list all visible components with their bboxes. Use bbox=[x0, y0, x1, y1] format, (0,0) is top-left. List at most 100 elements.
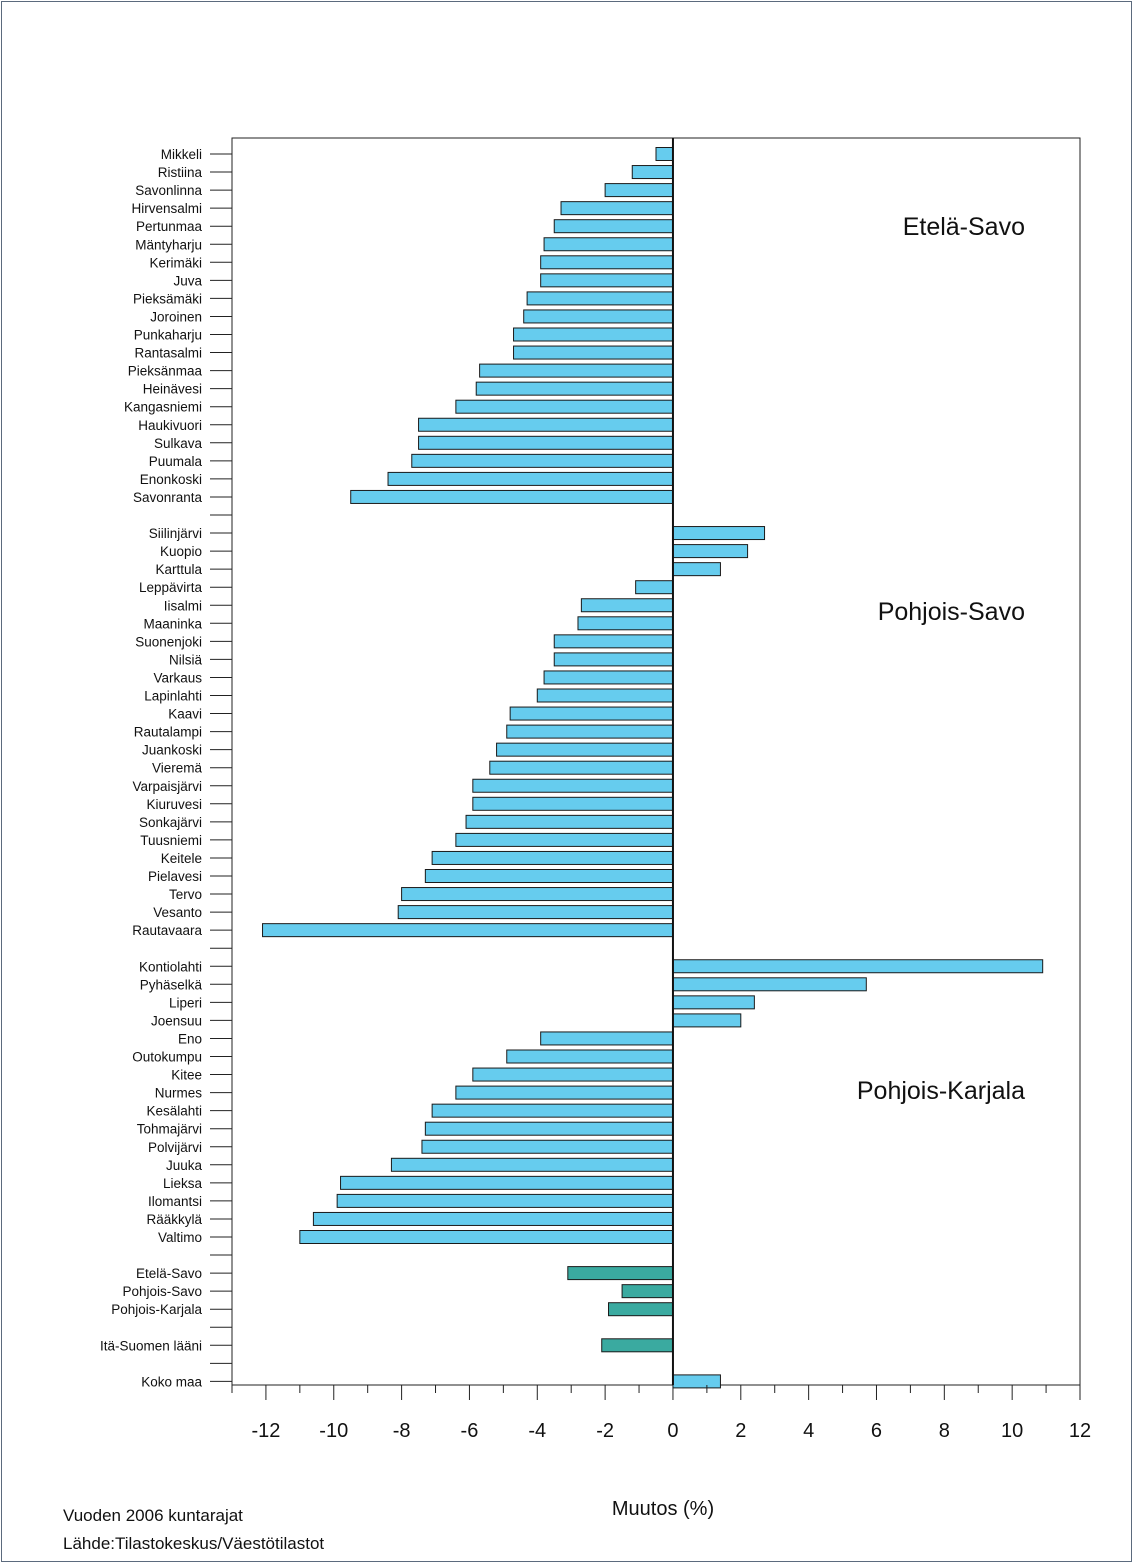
bar bbox=[387, 471, 674, 486]
bar bbox=[509, 706, 674, 721]
bar bbox=[421, 1139, 674, 1154]
category-label: Varkaus bbox=[153, 670, 202, 685]
category-label: Lieksa bbox=[163, 1176, 203, 1191]
bar bbox=[672, 977, 867, 992]
source-note: Lähde:Tilastokeskus/Väestötilastot bbox=[63, 1534, 324, 1553]
x-axis-ticks: -12 -10 -8 -6 -4 -2 0 2 4 6 8 10 12 bbox=[231, 1385, 1091, 1442]
x-tick-label: -6 bbox=[461, 1420, 479, 1442]
region-labels: Etelä-Savo Pohjois-Savo Pohjois-Karjala bbox=[857, 213, 1025, 1105]
bar bbox=[465, 814, 674, 829]
x-tick-label: 2 bbox=[735, 1420, 746, 1442]
category-label: Vieremä bbox=[152, 761, 203, 776]
region-label: Pohjois-Karjala bbox=[857, 1077, 1025, 1105]
category-label: Eno bbox=[178, 1031, 202, 1046]
bar bbox=[560, 201, 674, 216]
bar bbox=[336, 1193, 674, 1208]
category-label: Kaavi bbox=[168, 707, 202, 722]
category-label: Punkaharju bbox=[134, 328, 202, 343]
bar bbox=[299, 1230, 674, 1244]
x-axis-label: Muutos (%) bbox=[612, 1498, 714, 1520]
bar bbox=[672, 544, 749, 559]
category-label: Koko maa bbox=[141, 1374, 202, 1389]
bar bbox=[424, 869, 674, 883]
category-label: Leppävirta bbox=[139, 580, 203, 595]
bar bbox=[479, 363, 674, 378]
category-label: Tohmajärvi bbox=[137, 1122, 202, 1137]
category-label: Kitee bbox=[171, 1068, 202, 1083]
region-label: Pohjois-Savo bbox=[878, 598, 1025, 626]
plot-border bbox=[231, 137, 1081, 1386]
category-label: Pielavesi bbox=[148, 869, 202, 884]
category-label: Maaninka bbox=[143, 616, 202, 631]
footnote: Vuoden 2006 kuntarajat bbox=[63, 1506, 243, 1525]
bar bbox=[672, 1013, 742, 1028]
bar bbox=[621, 1284, 674, 1299]
category-label: Itä-Suomen lääni bbox=[100, 1338, 202, 1353]
category-label: Pieksämäki bbox=[133, 291, 202, 306]
category-label: Kuopio bbox=[160, 544, 202, 559]
bar bbox=[489, 760, 674, 775]
category-labels: Mikkeli Ristiina Savonlinna Hirvensalmi Pert… bbox=[100, 147, 232, 1389]
bar bbox=[526, 291, 674, 306]
x-tick-label: -8 bbox=[393, 1420, 411, 1442]
bar bbox=[543, 237, 674, 252]
x-tick-label: 10 bbox=[1001, 1420, 1023, 1442]
category-label: Puumala bbox=[149, 454, 203, 469]
x-tick-label: 8 bbox=[939, 1420, 950, 1442]
category-label: Etelä-Savo bbox=[136, 1266, 202, 1281]
x-tick-label: 0 bbox=[667, 1420, 678, 1442]
bar bbox=[455, 832, 674, 847]
bar bbox=[601, 1338, 674, 1353]
category-label: Polvijärvi bbox=[148, 1140, 202, 1155]
bar bbox=[631, 165, 674, 180]
category-label: Enonkoski bbox=[140, 472, 202, 487]
category-label: Joensuu bbox=[151, 1013, 202, 1028]
category-label: Karttula bbox=[155, 562, 202, 577]
bar bbox=[418, 435, 674, 450]
category-label: Pohjois-Karjala bbox=[111, 1302, 202, 1317]
bar bbox=[496, 742, 674, 757]
category-label: Savonlinna bbox=[135, 183, 202, 198]
bar bbox=[472, 1067, 674, 1082]
category-label: Kiuruvesi bbox=[146, 797, 202, 812]
bar bbox=[455, 1085, 674, 1100]
bar bbox=[604, 183, 674, 198]
x-tick-label: 4 bbox=[803, 1420, 814, 1442]
category-label: Nurmes bbox=[155, 1086, 203, 1101]
x-tick-label: -2 bbox=[596, 1420, 614, 1442]
bar bbox=[540, 255, 674, 270]
bar bbox=[411, 453, 674, 468]
bar bbox=[513, 327, 674, 342]
bar bbox=[672, 562, 721, 577]
category-label: Valtimo bbox=[158, 1230, 202, 1245]
category-label: Tuusniemi bbox=[140, 833, 202, 848]
bar bbox=[672, 1374, 721, 1389]
bar bbox=[553, 219, 674, 234]
category-label: Pyhäselkä bbox=[140, 977, 203, 992]
plot-area bbox=[231, 137, 1081, 1386]
bar bbox=[350, 489, 674, 504]
category-label: Rautalampi bbox=[134, 725, 202, 740]
category-label: Sulkava bbox=[154, 436, 203, 451]
category-label: Siilinjärvi bbox=[149, 526, 202, 541]
category-label: Kesälahti bbox=[146, 1104, 202, 1119]
category-label: Liperi bbox=[169, 995, 202, 1010]
category-label: Pieksänmaa bbox=[128, 364, 203, 379]
bar bbox=[540, 1031, 674, 1046]
bar bbox=[543, 670, 674, 685]
bar bbox=[262, 923, 674, 938]
bar bbox=[567, 1266, 674, 1281]
category-label: Kangasniemi bbox=[124, 400, 202, 415]
category-label: Pertunmaa bbox=[136, 219, 203, 234]
category-label: Vesanto bbox=[153, 905, 202, 920]
bar bbox=[340, 1175, 674, 1190]
category-label: Juankoski bbox=[142, 743, 202, 758]
bar bbox=[635, 580, 674, 595]
category-label: Juva bbox=[173, 273, 202, 288]
x-tick-label: -4 bbox=[528, 1420, 546, 1442]
bar bbox=[506, 724, 674, 739]
category-label: Outokumpu bbox=[132, 1050, 202, 1065]
category-label: Kerimäki bbox=[149, 255, 202, 270]
category-label: Iisalmi bbox=[164, 598, 202, 613]
